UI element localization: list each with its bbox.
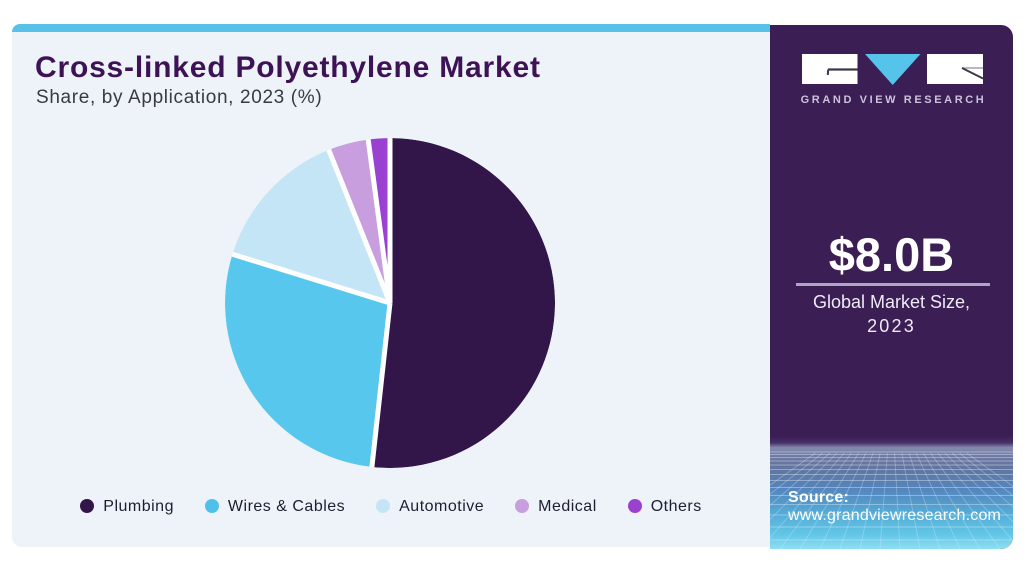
svg-text:GRAND VIEW RESEARCH: GRAND VIEW RESEARCH: [801, 94, 987, 106]
